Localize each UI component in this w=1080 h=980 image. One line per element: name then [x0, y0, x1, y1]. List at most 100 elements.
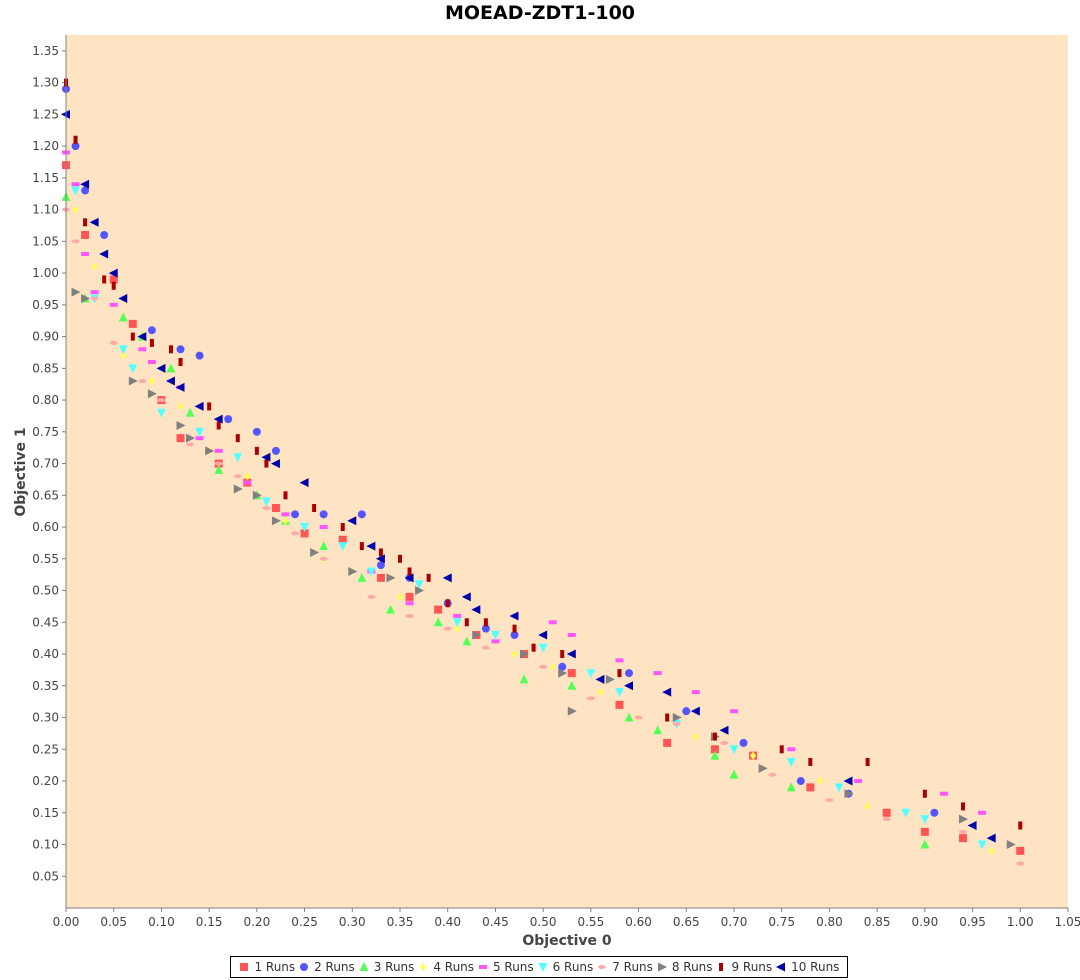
data-point [712, 732, 717, 741]
x-tick-label: 0.05 [100, 915, 127, 929]
data-point [558, 668, 568, 678]
data-point [445, 599, 450, 608]
legend-marker-icon [478, 965, 487, 969]
data-point [224, 415, 233, 424]
data-point [83, 218, 88, 227]
data-point [71, 287, 81, 297]
series-7-points [62, 207, 1025, 866]
data-point [299, 478, 309, 488]
legend-label: 1 Runs [254, 960, 296, 974]
legend-label: 5 Runs [492, 960, 534, 974]
data-point [690, 706, 700, 716]
data-point [319, 525, 328, 530]
y-tick-label: 0.75 [32, 425, 59, 439]
y-tick-label: 0.20 [32, 774, 59, 788]
data-points [61, 78, 1025, 866]
data-point [338, 542, 348, 552]
y-tick-label: 0.15 [32, 806, 59, 820]
data-point [901, 808, 911, 818]
data-point [108, 268, 118, 278]
data-point [195, 351, 204, 360]
data-point [920, 815, 930, 825]
data-point [595, 674, 605, 684]
data-point [1006, 840, 1016, 850]
data-point [156, 408, 166, 418]
data-point [520, 649, 530, 659]
data-point [490, 630, 500, 640]
data-point [357, 510, 366, 519]
data-point [261, 452, 271, 462]
data-point [261, 497, 271, 507]
data-point [137, 332, 147, 342]
scatter-plot: 0.05 0.10 0.15 0.20 0.25 0.30 0.35 0.40 0.45 0.50… [13, 35, 1080, 949]
data-point [882, 808, 891, 817]
data-point [195, 436, 204, 441]
data-point [617, 669, 622, 678]
data-point [464, 618, 469, 627]
data-point [378, 548, 383, 557]
data-point [625, 669, 634, 678]
data-point [825, 798, 834, 803]
legend-marker-icon [240, 963, 249, 971]
y-tick-label: 1.15 [32, 171, 59, 185]
data-point [806, 783, 815, 792]
data-point [176, 345, 185, 354]
series-3-points [61, 191, 930, 849]
data-point [710, 745, 719, 754]
data-point [567, 632, 576, 637]
data-point [567, 706, 577, 716]
legend: 1 Runs 2 Runs 3 Runs 4 Runs 5 Runs 6 Runs 7 Ru… [230, 956, 848, 978]
data-point [398, 554, 402, 563]
x-tick-label: 0.35 [387, 915, 414, 929]
data-point [920, 839, 930, 849]
data-point [452, 618, 462, 628]
data-point [195, 427, 205, 437]
data-point [118, 312, 128, 322]
data-point [214, 461, 223, 466]
data-point [186, 433, 196, 443]
legend-marker-icon [719, 963, 724, 971]
x-axis-label: Objective 0 [522, 933, 612, 949]
legend-item: 8 Runs [656, 960, 713, 974]
data-point [366, 541, 376, 551]
data-point [930, 808, 939, 817]
data-point [653, 725, 663, 735]
x-tick-label: 0.25 [291, 915, 318, 929]
data-point [539, 664, 548, 669]
data-point [109, 275, 118, 284]
data-point [271, 446, 280, 455]
x-tick-label: 0.80 [816, 915, 843, 929]
data-point [359, 542, 364, 551]
data-point [291, 531, 300, 536]
data-point [138, 347, 147, 352]
data-point [653, 671, 662, 676]
data-point [71, 186, 81, 196]
y-tick-label: 1.20 [32, 139, 59, 153]
data-point [310, 547, 320, 557]
data-point [959, 814, 969, 824]
data-point [340, 523, 345, 532]
data-point [787, 747, 796, 752]
y-tick-label: 0.70 [32, 457, 59, 471]
chart-title: MOEAD-ZDT1-100 [444, 2, 636, 24]
data-point [118, 345, 128, 355]
data-point [560, 650, 565, 659]
data-point [128, 319, 137, 328]
data-point [730, 709, 738, 714]
data-point [138, 379, 147, 384]
legend-marker-icon [420, 963, 427, 971]
data-point [175, 382, 185, 392]
data-point [739, 738, 748, 747]
data-point [864, 802, 871, 811]
data-point [796, 777, 805, 786]
data-point [665, 713, 670, 722]
series-6-points [71, 186, 987, 850]
data-point [472, 630, 482, 640]
data-point [405, 592, 414, 601]
data-point [376, 561, 385, 570]
data-point [471, 605, 481, 615]
data-point [882, 817, 891, 822]
data-point [91, 262, 98, 271]
data-point [262, 506, 271, 511]
legend-marker-icon [776, 962, 786, 972]
